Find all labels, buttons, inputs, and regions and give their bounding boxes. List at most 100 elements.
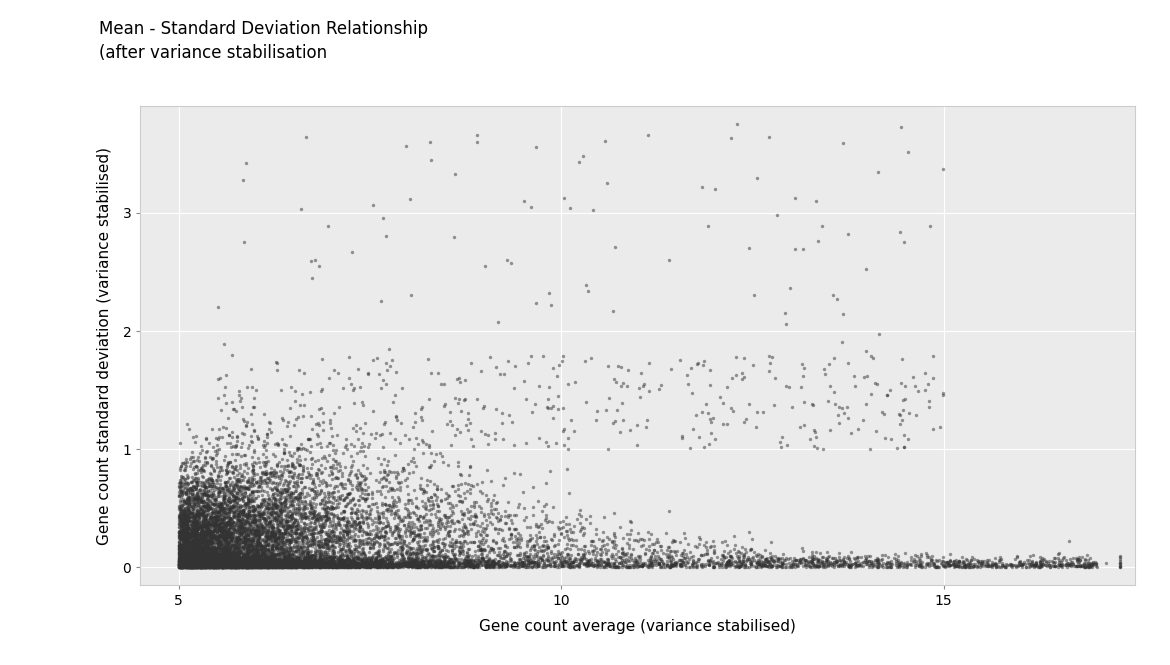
Point xyxy=(172,562,191,573)
Point xyxy=(206,545,225,555)
Point xyxy=(287,562,305,573)
Point xyxy=(230,523,249,533)
Point xyxy=(392,418,411,429)
Point xyxy=(666,535,684,546)
Point xyxy=(212,559,230,569)
Point xyxy=(443,481,462,491)
Point xyxy=(198,545,216,556)
Point xyxy=(357,527,376,537)
Point xyxy=(236,499,255,510)
Point xyxy=(1081,561,1100,571)
Point xyxy=(264,532,283,543)
Point xyxy=(198,561,216,572)
Point xyxy=(302,524,321,535)
Point xyxy=(393,531,412,541)
Point xyxy=(191,558,209,569)
Point xyxy=(221,517,240,527)
Point xyxy=(318,553,337,564)
Point xyxy=(717,557,736,568)
Point xyxy=(213,515,232,526)
Point xyxy=(369,548,387,559)
Point xyxy=(266,560,284,571)
Point xyxy=(666,547,684,557)
Point xyxy=(211,557,229,567)
Point xyxy=(222,552,241,563)
Point xyxy=(192,555,211,566)
Point xyxy=(264,555,283,565)
Point xyxy=(207,559,226,569)
Point xyxy=(343,557,362,567)
Point xyxy=(200,561,219,572)
Point xyxy=(385,537,404,547)
Point xyxy=(377,358,395,368)
Point xyxy=(230,517,249,527)
Point xyxy=(528,561,546,571)
Point xyxy=(275,559,294,570)
Point xyxy=(1057,555,1075,565)
Point xyxy=(521,201,539,212)
Point xyxy=(214,561,233,571)
Point xyxy=(192,562,211,573)
Point xyxy=(351,559,370,569)
Point xyxy=(188,555,207,566)
Point xyxy=(305,518,324,529)
Point xyxy=(218,547,236,558)
Point xyxy=(240,551,259,562)
Point xyxy=(386,411,405,422)
Point xyxy=(222,554,241,565)
Point xyxy=(449,560,468,571)
Point xyxy=(694,549,713,560)
Point xyxy=(219,556,238,567)
Point xyxy=(179,539,198,550)
Point xyxy=(191,562,209,573)
Point xyxy=(256,559,275,570)
Point xyxy=(358,489,377,499)
Point xyxy=(225,561,243,571)
Point xyxy=(181,559,200,570)
Point xyxy=(179,515,198,526)
Point xyxy=(249,547,268,557)
Point xyxy=(295,561,314,572)
Point xyxy=(187,516,206,527)
Point xyxy=(275,558,294,569)
Point xyxy=(362,561,380,571)
Point xyxy=(296,561,315,572)
Point xyxy=(456,561,475,571)
Point xyxy=(208,515,227,526)
Point xyxy=(186,558,205,569)
Point xyxy=(256,553,275,564)
Point xyxy=(228,559,247,570)
Point xyxy=(185,556,204,567)
Point xyxy=(744,555,763,565)
Point xyxy=(212,548,230,559)
Point xyxy=(364,525,383,535)
Point xyxy=(386,508,405,519)
Point xyxy=(201,518,220,529)
Point xyxy=(198,493,216,503)
Point xyxy=(238,557,256,567)
Point xyxy=(256,557,275,568)
Point xyxy=(212,553,230,564)
Point xyxy=(179,559,198,570)
Point xyxy=(319,558,338,569)
Point xyxy=(172,556,191,567)
Point xyxy=(257,531,276,541)
Point xyxy=(172,561,191,572)
Point xyxy=(241,532,260,543)
Point xyxy=(205,555,223,566)
Point xyxy=(285,559,304,570)
Point xyxy=(381,562,400,573)
Point xyxy=(179,559,198,570)
Point xyxy=(270,497,289,508)
Point xyxy=(270,553,289,564)
Point xyxy=(249,501,268,512)
Point xyxy=(302,560,321,571)
Point xyxy=(228,515,247,525)
Point xyxy=(195,521,214,532)
Point xyxy=(214,542,233,553)
Point xyxy=(260,513,278,523)
Point xyxy=(179,485,198,495)
Point xyxy=(490,369,509,380)
Point xyxy=(438,558,456,569)
Point xyxy=(179,556,198,567)
